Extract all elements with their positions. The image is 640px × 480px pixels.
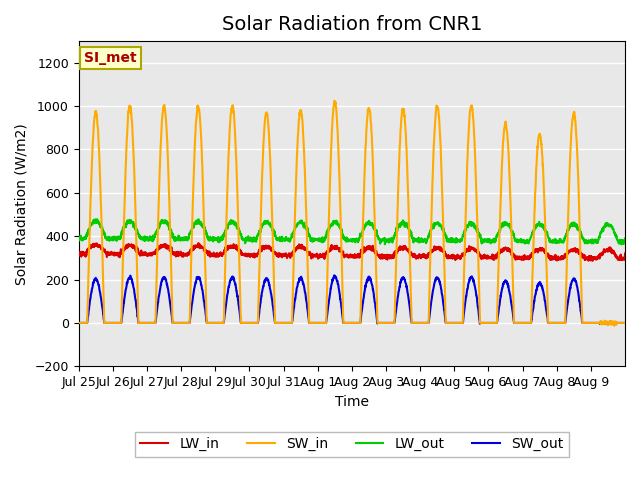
LW_in xyxy=(75,251,83,257)
Title: Solar Radiation from CNR1: Solar Radiation from CNR1 xyxy=(221,15,482,34)
SW_out xyxy=(129,284,137,289)
LW_out xyxy=(93,216,101,222)
LW_out xyxy=(614,237,621,242)
LW_out xyxy=(248,237,255,243)
SW_out xyxy=(385,320,392,326)
Line: SW_in: SW_in xyxy=(79,101,625,326)
LW_out xyxy=(516,236,524,242)
SW_in xyxy=(516,320,524,326)
LW_out xyxy=(618,241,625,247)
LW_out xyxy=(75,237,83,242)
SW_out xyxy=(516,320,524,326)
LW_in xyxy=(621,251,629,256)
LW_out xyxy=(621,236,629,241)
LW_out xyxy=(130,225,138,230)
Y-axis label: Solar Radiation (W/m2): Solar Radiation (W/m2) xyxy=(15,123,29,285)
X-axis label: Time: Time xyxy=(335,395,369,408)
SW_out xyxy=(75,320,83,326)
SW_out xyxy=(621,320,629,326)
LW_in xyxy=(516,254,524,260)
SW_in xyxy=(614,320,621,326)
LW_in xyxy=(195,240,202,246)
SW_in xyxy=(385,320,392,326)
Line: SW_out: SW_out xyxy=(79,276,625,324)
SW_out xyxy=(606,321,614,327)
SW_in xyxy=(330,98,338,104)
Line: LW_out: LW_out xyxy=(79,219,625,244)
LW_in xyxy=(589,258,596,264)
SW_in xyxy=(247,320,255,326)
LW_in xyxy=(614,255,621,261)
SW_out xyxy=(330,273,338,278)
LW_in xyxy=(547,257,555,263)
LW_out xyxy=(547,238,555,244)
Legend: LW_in, SW_in, LW_out, SW_out: LW_in, SW_in, LW_out, SW_out xyxy=(134,432,569,457)
LW_out xyxy=(385,236,392,241)
SW_out xyxy=(614,320,621,326)
SW_out xyxy=(547,320,555,326)
LW_in xyxy=(248,253,255,259)
SW_in xyxy=(621,320,629,326)
SW_in xyxy=(547,320,555,326)
Line: LW_in: LW_in xyxy=(79,243,625,261)
SW_out xyxy=(247,320,255,326)
LW_in xyxy=(385,253,392,259)
Text: SI_met: SI_met xyxy=(84,51,137,65)
SW_in xyxy=(611,323,618,329)
SW_in xyxy=(129,144,137,150)
SW_in xyxy=(75,320,83,326)
LW_in xyxy=(129,244,137,250)
